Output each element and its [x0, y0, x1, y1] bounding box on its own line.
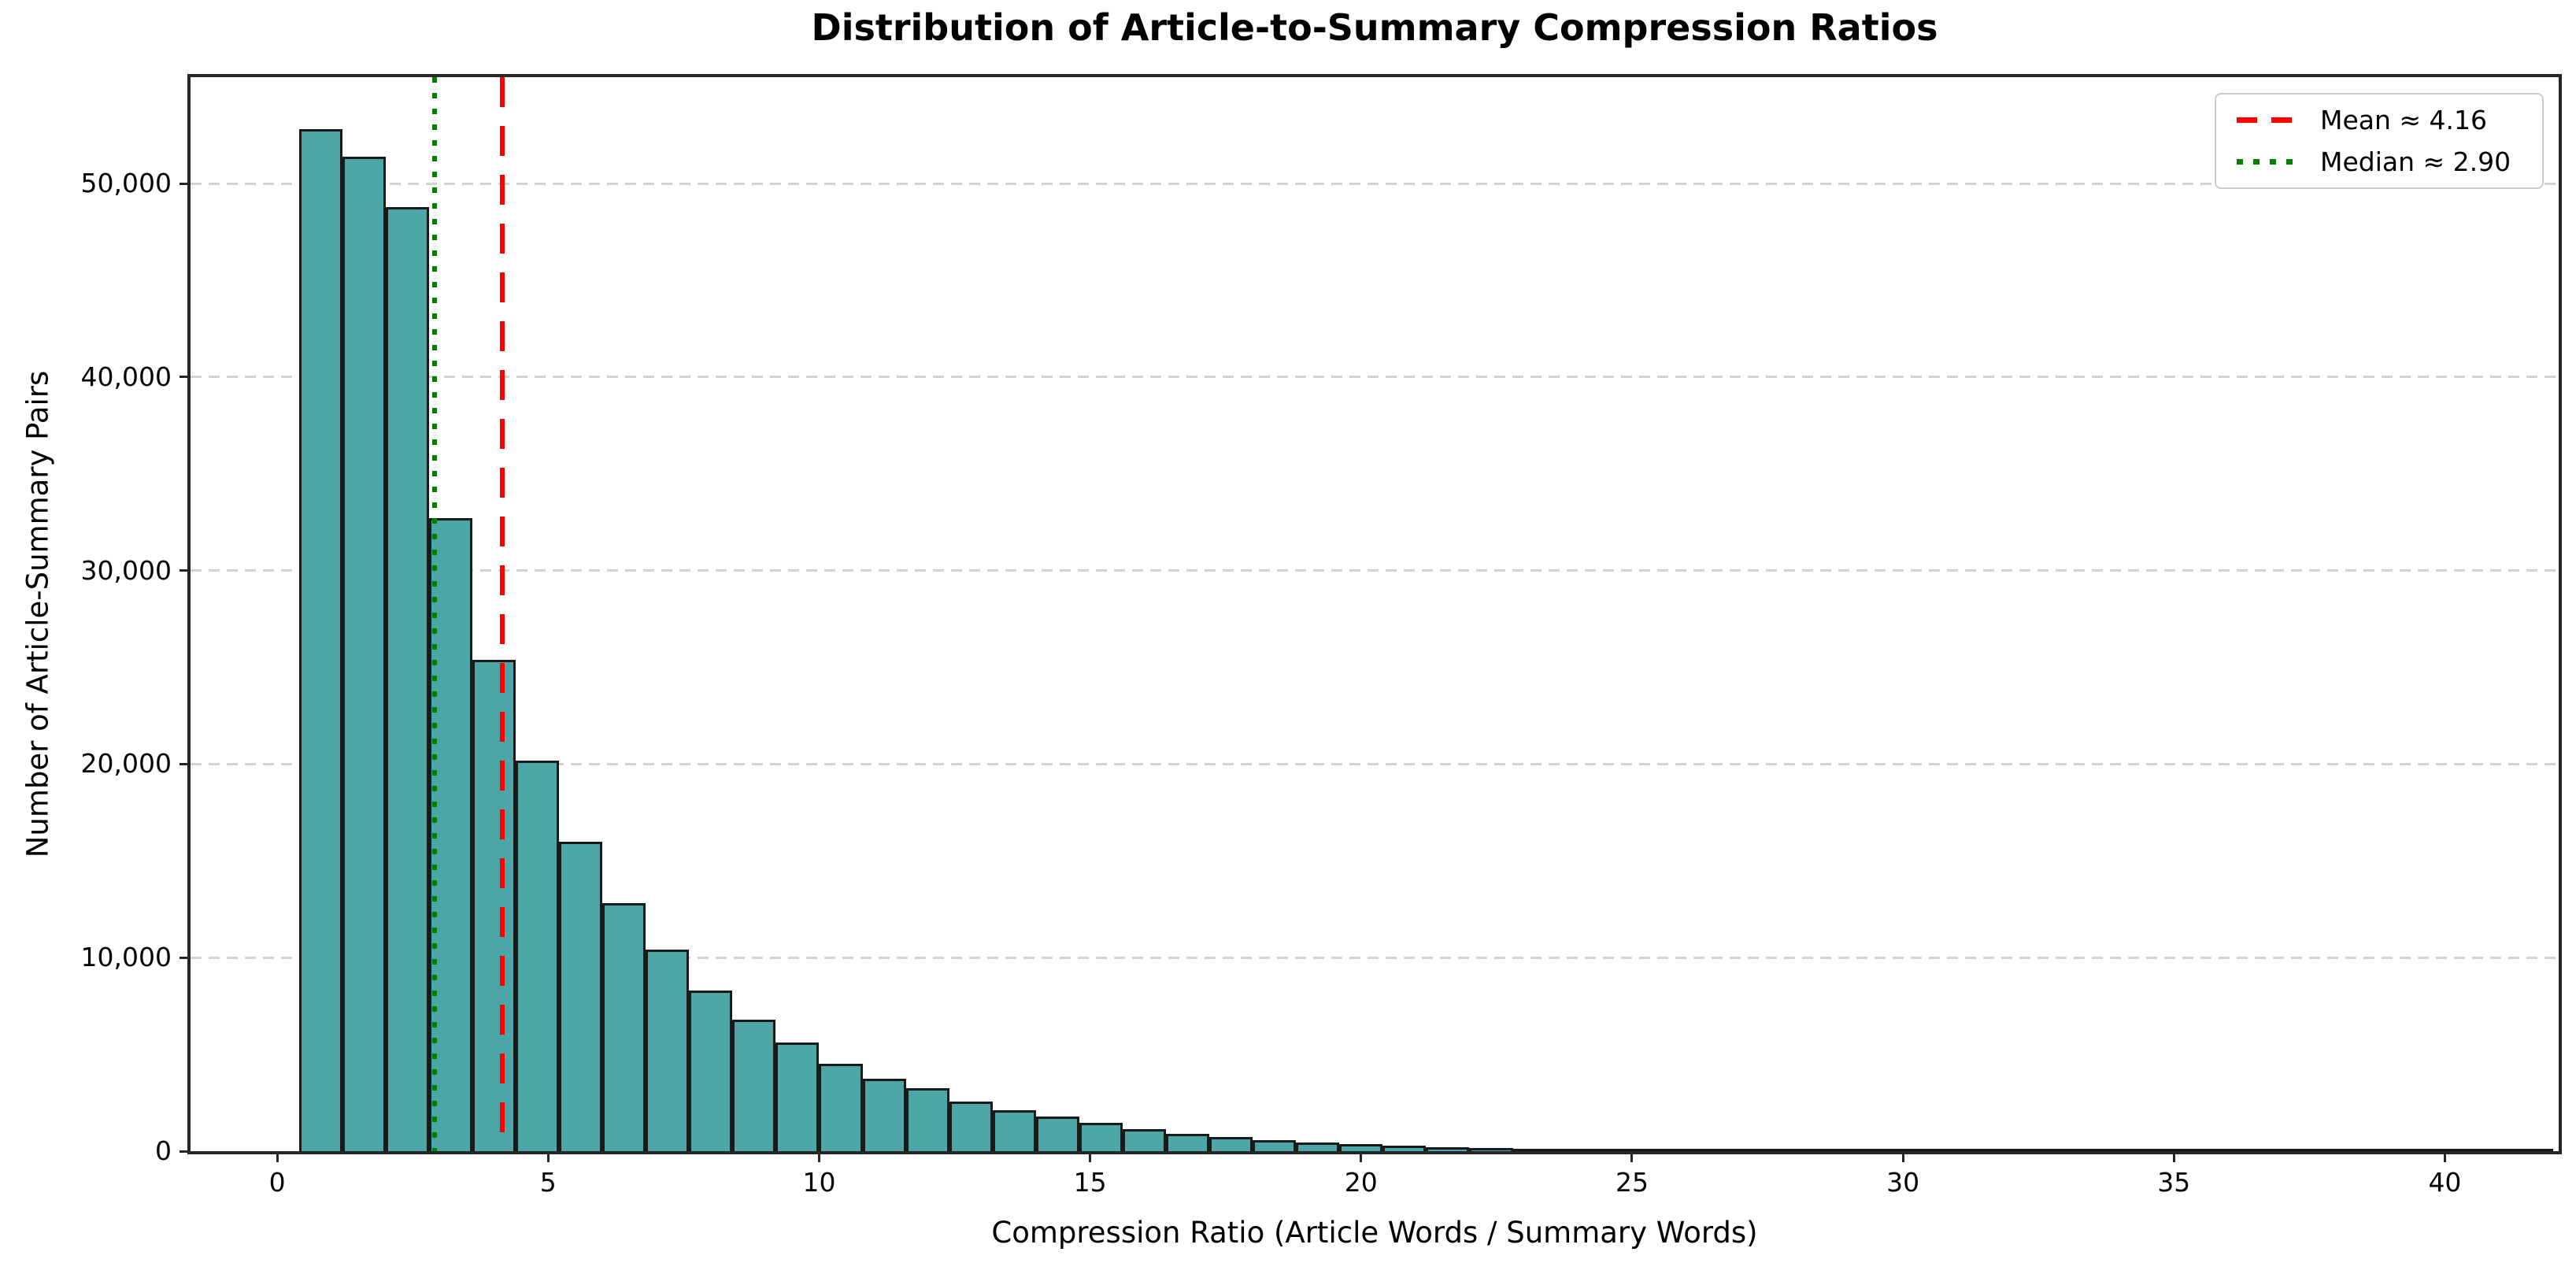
histogram-bar [1296, 1143, 1340, 1151]
y-tick-mark [180, 956, 191, 959]
histogram-bar [1989, 1149, 2034, 1151]
gridline-y-40000 [191, 376, 2559, 379]
y-tick-mark [180, 569, 191, 572]
histogram-bar [2422, 1149, 2467, 1151]
chart-title: Distribution of Article-to-Summary Compr… [811, 6, 1938, 49]
histogram-bar [1512, 1148, 1556, 1151]
histogram-bar [689, 991, 733, 1151]
x-tick-label: 35 [2157, 1167, 2191, 1198]
x-tick-label: 20 [1344, 1167, 1378, 1198]
histogram-bar [1209, 1137, 1253, 1151]
gridline-y-10000 [191, 956, 2559, 959]
y-tick-label: 0 [155, 1135, 172, 1166]
histogram-bar [2076, 1149, 2120, 1151]
mean-line [500, 77, 505, 1151]
mean-line-sample-icon [2237, 117, 2293, 124]
histogram-bar [2379, 1149, 2423, 1151]
x-tick-mark [546, 1151, 550, 1162]
histogram-bar [2510, 1149, 2554, 1151]
histogram-bar [905, 1088, 949, 1151]
histogram-bar [2206, 1149, 2250, 1151]
legend: Mean ≈ 4.16 Median ≈ 2.90 [2215, 93, 2544, 189]
x-tick-mark [276, 1151, 279, 1162]
y-tick-label: 40,000 [80, 361, 172, 392]
histogram-bar [1556, 1149, 1600, 1151]
y-tick-mark [180, 376, 191, 379]
y-tick-label: 50,000 [80, 168, 172, 199]
histogram-bar [2033, 1149, 2077, 1151]
histogram-bar [559, 841, 603, 1151]
x-tick-label: 40 [2428, 1167, 2462, 1198]
histogram-bar [1382, 1146, 1427, 1151]
histogram-bar [1339, 1144, 1383, 1151]
legend-item-mean: Mean ≈ 4.16 [2216, 105, 2542, 135]
histogram-bar [385, 206, 429, 1151]
histogram-bar [1642, 1149, 1686, 1151]
histogram-bar [298, 129, 342, 1151]
histogram-bar [1860, 1149, 1904, 1151]
histogram-bar [1815, 1149, 1860, 1151]
y-tick-mark [180, 182, 191, 185]
y-tick-mark [180, 1150, 191, 1153]
legend-item-median: Median ≈ 2.90 [2216, 146, 2542, 177]
histogram-bar [472, 659, 516, 1151]
y-tick-label: 30,000 [80, 554, 172, 586]
histogram-bar [2249, 1149, 2293, 1151]
x-tick-label: 30 [1886, 1167, 1920, 1198]
y-tick-label: 20,000 [80, 748, 172, 780]
histogram-bar [2119, 1149, 2163, 1151]
gridline-y-20000 [191, 762, 2559, 765]
gridline-y-50000 [191, 182, 2559, 185]
gridline-y-30000 [191, 569, 2559, 572]
histogram-bar [1426, 1146, 1470, 1151]
histogram-bar [949, 1102, 993, 1151]
histogram-bar [342, 156, 386, 1151]
histogram-bar [2293, 1149, 2337, 1151]
histogram-bar [775, 1043, 820, 1151]
x-axis-label: Compression Ratio (Article Words / Summa… [991, 1216, 1758, 1250]
x-tick-mark [2172, 1151, 2175, 1162]
x-tick-mark [1089, 1151, 1092, 1162]
histogram-bar [1165, 1133, 1210, 1151]
histogram-bar [1599, 1149, 1643, 1151]
histogram-bar [2163, 1149, 2207, 1151]
x-tick-label: 10 [802, 1167, 836, 1198]
legend-label-mean: Mean ≈ 4.16 [2320, 105, 2488, 136]
x-tick-label: 0 [268, 1167, 286, 1198]
histogram-bar [1122, 1128, 1166, 1151]
histogram-bar [1903, 1149, 1947, 1151]
legend-label-median: Median ≈ 2.90 [2320, 146, 2511, 177]
y-tick-mark [180, 762, 191, 765]
x-tick-mark [2443, 1151, 2446, 1162]
histogram-bar [1729, 1149, 1773, 1151]
x-tick-label: 25 [1615, 1167, 1649, 1198]
histogram-bar [992, 1110, 1036, 1151]
histogram-bar [862, 1078, 906, 1151]
histogram-bar [515, 760, 560, 1151]
histogram-bar [1946, 1149, 1990, 1151]
histogram-bar [1469, 1148, 1513, 1151]
y-tick-label: 10,000 [80, 942, 172, 973]
histogram-bar [2336, 1149, 2380, 1151]
histogram-bar [2466, 1149, 2511, 1151]
median-line-sample-icon [2237, 158, 2293, 165]
median-line [431, 77, 437, 1151]
histogram-bar [1686, 1149, 1730, 1151]
x-tick-label: 15 [1073, 1167, 1107, 1198]
x-tick-mark [1901, 1151, 1904, 1162]
histogram-bar [819, 1064, 863, 1151]
histogram-bar [732, 1019, 776, 1151]
x-tick-mark [817, 1151, 820, 1162]
histogram-bar [1035, 1116, 1079, 1151]
histogram-bar [646, 950, 690, 1151]
plot-area [191, 77, 2559, 1151]
histogram-bar [602, 903, 646, 1151]
histogram-bar [1253, 1140, 1297, 1151]
x-tick-mark [1630, 1151, 1634, 1162]
histogram-bar [1079, 1123, 1123, 1151]
x-tick-label: 5 [539, 1167, 557, 1198]
x-tick-mark [1360, 1151, 1363, 1162]
histogram-bar [1772, 1149, 1816, 1151]
